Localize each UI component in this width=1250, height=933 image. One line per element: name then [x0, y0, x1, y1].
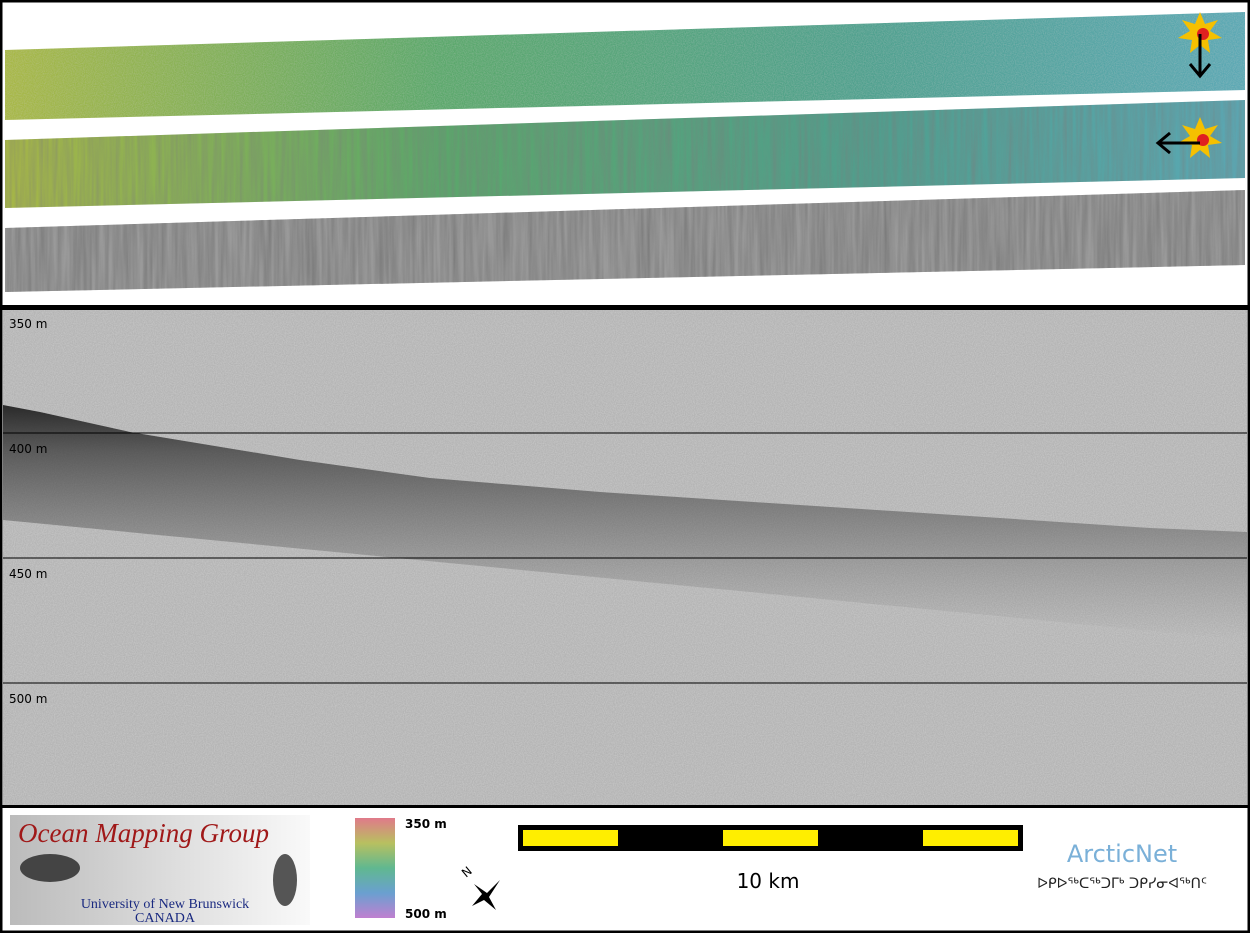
depth-label: 350 m [9, 317, 47, 331]
depth-label: 500 m [9, 692, 47, 706]
depth-label: 400 m [9, 442, 47, 456]
color-scale-label: 500 m [405, 907, 447, 921]
logo-title: Ocean Mapping Group [18, 818, 269, 848]
sun-icon [1178, 12, 1222, 79]
logo-country: CANADA [135, 911, 196, 926]
logo-university: University of New Brunswick [81, 897, 249, 912]
swath-texture [5, 100, 1245, 208]
divider [0, 305, 1250, 310]
color-scale-label: 350 m [405, 817, 447, 831]
partner-name: ArcticNet [1067, 840, 1177, 868]
seabed-echo [3, 405, 1247, 640]
color-scale [355, 818, 395, 918]
depth-label: 450 m [9, 567, 47, 581]
scale-label: 10 km [737, 869, 800, 893]
swath-texture [5, 12, 1245, 120]
swath-panel [5, 12, 1245, 292]
sun-icon [1155, 117, 1222, 158]
scale-bar: 10 km [518, 825, 1023, 893]
partner-syllabics: ᐅᑭᐅᖅᑕᖅᑐᒥᒃ ᑐᑭᓯᓂᐊᖅᑎᑦ [1037, 876, 1207, 892]
logo: Ocean Mapping Group University of New Br… [10, 815, 310, 926]
sonar-panel: 350 m 400 m 450 m 500 m [3, 310, 1247, 805]
divider [0, 805, 1250, 808]
swath-texture [5, 190, 1245, 292]
